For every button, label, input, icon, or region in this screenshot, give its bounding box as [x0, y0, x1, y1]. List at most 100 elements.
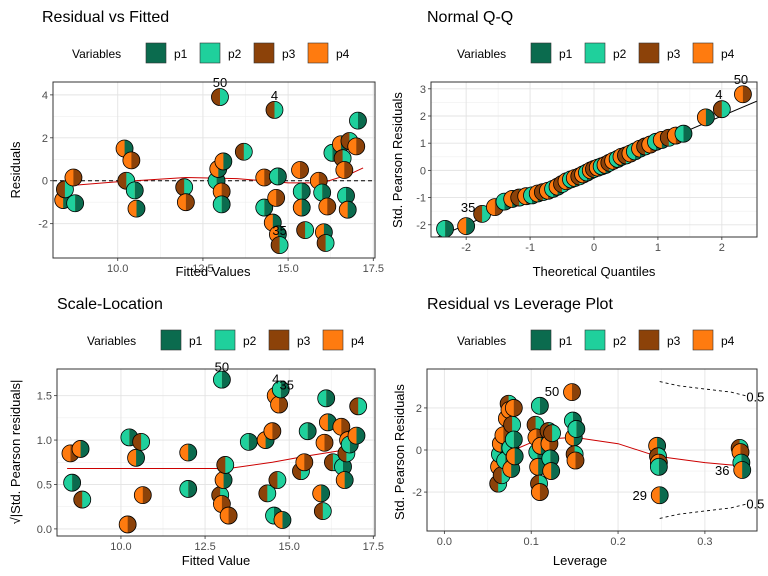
point-outline: [267, 189, 286, 207]
panel-border: [56, 368, 376, 537]
panel-rvf: Residual vs Fitted Variables p1 p2 p3 p4 50 4 35…: [8, 9, 384, 279]
point-slice: [267, 189, 277, 207]
point-slice: [80, 440, 90, 458]
point-slice: [552, 424, 561, 442]
point-slice: [136, 449, 145, 467]
point-outline: [338, 200, 357, 219]
data-point: [457, 217, 476, 236]
x-tick-label: 12.5: [194, 541, 215, 553]
y-tick-label: 0.0: [37, 524, 52, 536]
point-slice: [221, 195, 231, 213]
point-outline: [63, 473, 82, 492]
point-slice: [228, 507, 238, 525]
data-point: [503, 415, 522, 434]
point-slice: [324, 434, 333, 452]
legend-key-p4: [692, 329, 714, 351]
point-slice: [347, 201, 357, 219]
point-slice: [240, 433, 249, 451]
x-tick-label: 0.0: [437, 536, 452, 548]
point-slice: [220, 88, 229, 106]
y-axis-label: Std. Pearson Residuals: [390, 92, 405, 228]
data-point: [255, 168, 274, 187]
point-slice: [291, 161, 300, 179]
point-outline: [567, 420, 586, 438]
point-slice: [356, 137, 365, 155]
point-slice: [264, 214, 273, 232]
point-slice: [128, 200, 137, 218]
point-slice: [316, 434, 325, 452]
y-tick-label: 2: [416, 403, 422, 415]
point-slice: [299, 422, 308, 440]
x-tick-label: -1: [525, 242, 535, 254]
point-slice: [141, 433, 150, 451]
point-slice: [267, 484, 276, 502]
data-point: [175, 178, 194, 197]
point-slice: [541, 449, 551, 467]
point-outline: [71, 440, 90, 458]
point-slice: [225, 456, 234, 474]
legend-title: Variables: [72, 47, 121, 61]
point-outline: [696, 108, 715, 127]
point-slice: [188, 480, 197, 498]
point-outline: [312, 484, 331, 503]
point-slice: [319, 413, 328, 431]
data-point: [296, 221, 315, 239]
legend-key-p1: [530, 329, 552, 351]
data-point: [73, 490, 92, 509]
data-point: [66, 194, 85, 213]
point-label: 50: [215, 360, 229, 375]
point-outline: [268, 167, 287, 186]
point-outline: [436, 219, 454, 237]
point-slice: [317, 234, 326, 252]
y-tick-label: 2: [420, 111, 426, 123]
data-point: [313, 502, 332, 521]
point-slice: [235, 143, 244, 161]
point-slice: [576, 420, 585, 438]
legend-label-p1: p1: [559, 47, 573, 61]
point-slice: [211, 88, 220, 106]
data-point: [219, 506, 238, 525]
data-point: [712, 100, 731, 119]
panel-border: [52, 81, 376, 259]
point-slice: [326, 389, 335, 407]
data-point: [335, 161, 354, 179]
y-axis-label: √|Std. Pearson residuals|: [8, 380, 23, 525]
point-slice: [341, 418, 350, 436]
point-slice: [73, 169, 82, 186]
data-point: [132, 432, 151, 451]
point-outline: [176, 193, 195, 212]
point-outline: [291, 161, 309, 179]
point-outline: [219, 506, 238, 525]
legend-label-p4: p4: [336, 47, 350, 61]
point-slice: [116, 140, 125, 157]
x-tick-label: 15.0: [278, 541, 299, 553]
point-slice: [653, 131, 662, 149]
point-outline: [258, 484, 277, 503]
point-outline: [212, 370, 231, 389]
point-slice: [312, 484, 322, 502]
data-point: [118, 515, 137, 534]
point-slice: [539, 397, 549, 415]
point-slice: [184, 178, 193, 196]
point-slice: [532, 437, 541, 455]
point-slice: [322, 184, 331, 201]
point-slice: [56, 180, 65, 198]
legend-label-p1: p1: [174, 47, 188, 61]
data-point: [530, 483, 549, 501]
point-slice: [325, 234, 335, 252]
point-slice: [514, 447, 524, 465]
x-tick-label: 10.0: [110, 541, 131, 553]
point-slice: [313, 184, 323, 201]
x-axis-label: Leverage: [553, 553, 607, 568]
point-slice: [336, 471, 345, 489]
point-slice: [529, 458, 539, 476]
point-outline: [125, 181, 144, 200]
point-slice: [650, 458, 659, 476]
point-outline: [734, 85, 752, 104]
point-slice: [358, 112, 367, 130]
data-point: [349, 111, 367, 130]
legend-title: Variables: [87, 334, 136, 348]
legend-label-p4: p4: [721, 47, 735, 61]
